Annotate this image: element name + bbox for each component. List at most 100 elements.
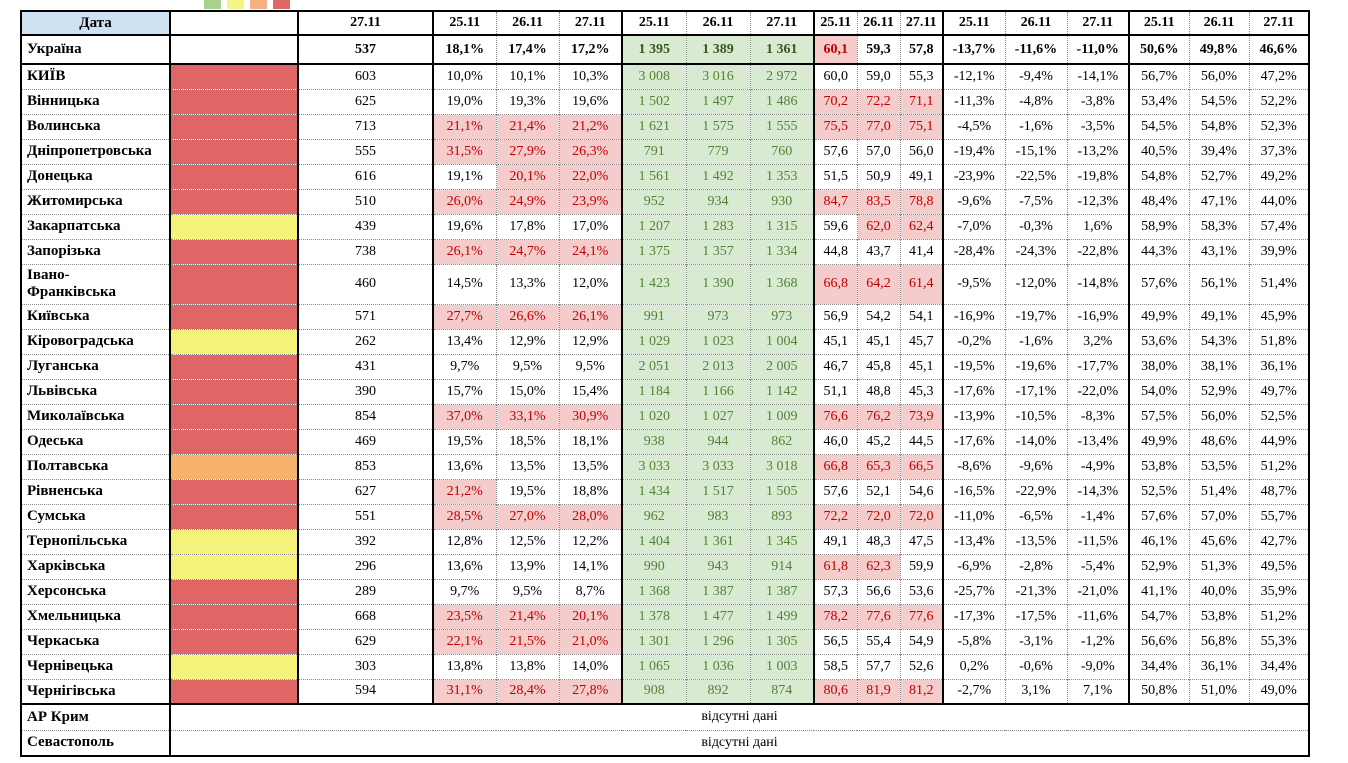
change-pct-cell: -10,5% [1004, 403, 1067, 429]
positivity-pct-cell: 17,8% [495, 213, 559, 239]
green-count-cell: 990 [621, 553, 686, 579]
table-row: Вінницька 625 19,0% 19,3% 19,6% 1 502 1 497 1 4… [21, 88, 1309, 114]
group4-date-header: 25.11 [942, 11, 1005, 36]
load-value-cell: 77,6 [899, 603, 943, 629]
share-pct-cell: 50,6% [1128, 34, 1189, 65]
no-data-cell: відсутні дані [169, 703, 1309, 730]
load-value-cell: 57,0 [856, 138, 900, 164]
alert-color-cell [169, 88, 298, 114]
share-pct-cell: 34,4% [1128, 653, 1189, 679]
positivity-pct-cell: 19,5% [495, 478, 559, 504]
change-pct-cell: -8,6% [942, 453, 1005, 479]
table-row: Дніпропетровська 555 31,5% 27,9% 26,3% 791 779… [21, 138, 1309, 164]
positivity-pct-cell: 15,0% [495, 378, 559, 404]
share-pct-cell: 41,1% [1128, 578, 1189, 604]
share-pct-cell: 54,3% [1188, 328, 1249, 354]
share-pct-cell: 51,8% [1248, 328, 1309, 354]
table-row: Сумська 551 28,5% 27,0% 28,0% 962 983 893 72,2 72… [21, 503, 1309, 529]
green-count-cell: 1 575 [685, 113, 750, 139]
change-pct-cell: -14,0% [1004, 428, 1067, 454]
change-pct-cell: -22,5% [1004, 163, 1067, 189]
share-pct-cell: 39,9% [1248, 238, 1309, 264]
table-body: Україна 537 18,1% 17,4% 17,2% 1 395 1 389 1 361… [21, 34, 1309, 756]
change-pct-cell: -11,5% [1066, 528, 1129, 554]
green-count-cell: 2 013 [685, 353, 750, 379]
table-row: Рівненська 627 21,2% 19,5% 18,8% 1 434 1 517 1 … [21, 478, 1309, 504]
load-value-cell: 62,4 [899, 213, 943, 239]
group1-date-header: 27.11 [558, 11, 622, 36]
positivity-pct-cell: 14,1% [558, 553, 622, 579]
green-count-cell: 908 [621, 678, 686, 705]
region-name-cell: Київська [21, 303, 170, 329]
share-pct-cell: 58,3% [1188, 213, 1249, 239]
positivity-pct-cell: 13,9% [495, 553, 559, 579]
load-value-cell: 78,8 [899, 188, 943, 214]
positivity-pct-cell: 12,9% [558, 328, 622, 354]
load-value-cell: 56,9 [813, 303, 857, 329]
share-pct-cell: 52,7% [1188, 163, 1249, 189]
daily-value-cell: 627 [297, 478, 433, 504]
region-name-cell: Львівська [21, 378, 170, 404]
load-value-cell: 61,4 [899, 263, 943, 304]
change-pct-cell: -4,9% [1066, 453, 1129, 479]
green-count-cell: 874 [749, 678, 814, 705]
table-row: Україна 537 18,1% 17,4% 17,2% 1 395 1 389 1 361… [21, 34, 1309, 65]
green-count-cell: 1 345 [749, 528, 814, 554]
green-count-cell: 962 [621, 503, 686, 529]
load-value-cell: 45,1 [899, 353, 943, 379]
green-count-cell: 973 [749, 303, 814, 329]
load-value-cell: 59,6 [813, 213, 857, 239]
load-value-cell: 78,2 [813, 603, 857, 629]
share-pct-cell: 45,6% [1188, 528, 1249, 554]
load-value-cell: 60,0 [813, 63, 857, 89]
table-header: Дата 27.11 25.11 26.11 27.11 25.11 26.11 27.11 2… [21, 11, 1309, 36]
region-name-cell: Івано- Франківська [21, 263, 170, 304]
alert-color-cell [169, 238, 298, 264]
change-pct-cell: -9,6% [1004, 453, 1067, 479]
share-pct-cell: 54,7% [1128, 603, 1189, 629]
change-pct-cell: -13,2% [1066, 138, 1129, 164]
share-pct-cell: 52,9% [1128, 553, 1189, 579]
share-pct-cell: 49,9% [1128, 303, 1189, 329]
positivity-pct-cell: 27,0% [495, 503, 559, 529]
region-name-cell: Житомирська [21, 188, 170, 214]
green-count-cell: 1 387 [749, 578, 814, 604]
load-value-cell: 75,5 [813, 113, 857, 139]
share-pct-cell: 37,3% [1248, 138, 1309, 164]
share-pct-cell: 57,4% [1248, 213, 1309, 239]
load-value-cell: 57,8 [899, 34, 943, 65]
positivity-pct-cell: 28,0% [558, 503, 622, 529]
region-name-cell: Черкаська [21, 628, 170, 654]
daily-value-cell: 713 [297, 113, 433, 139]
color-scale-legend [204, 0, 290, 9]
share-pct-cell: 45,9% [1248, 303, 1309, 329]
positivity-pct-cell: 17,2% [558, 34, 622, 65]
green-count-cell: 1 368 [749, 263, 814, 304]
load-value-cell: 49,1 [813, 528, 857, 554]
load-value-cell: 57,6 [813, 138, 857, 164]
load-value-cell: 81,9 [856, 678, 900, 705]
green-count-cell: 1 375 [621, 238, 686, 264]
positivity-pct-cell: 19,5% [432, 428, 496, 454]
alert-color-cell [169, 353, 298, 379]
positivity-pct-cell: 13,3% [495, 263, 559, 304]
positivity-pct-cell: 9,7% [432, 578, 496, 604]
change-pct-cell: -17,3% [942, 603, 1005, 629]
change-pct-cell: 1,6% [1066, 213, 1129, 239]
daily-value-cell: 629 [297, 628, 433, 654]
positivity-pct-cell: 22,0% [558, 163, 622, 189]
daily-value-cell: 289 [297, 578, 433, 604]
change-pct-cell: -8,3% [1066, 403, 1129, 429]
green-count-cell: 983 [685, 503, 750, 529]
change-pct-cell: -6,9% [942, 553, 1005, 579]
share-pct-cell: 51,2% [1248, 603, 1309, 629]
alert-color-cell [169, 303, 298, 329]
load-value-cell: 80,6 [813, 678, 857, 705]
legend-swatch-red [273, 0, 290, 9]
load-value-cell: 45,7 [899, 328, 943, 354]
share-pct-cell: 49,0% [1248, 678, 1309, 705]
positivity-pct-cell: 23,9% [558, 188, 622, 214]
green-count-cell: 1 036 [685, 653, 750, 679]
share-pct-cell: 56,1% [1188, 263, 1249, 304]
positivity-pct-cell: 27,7% [432, 303, 496, 329]
